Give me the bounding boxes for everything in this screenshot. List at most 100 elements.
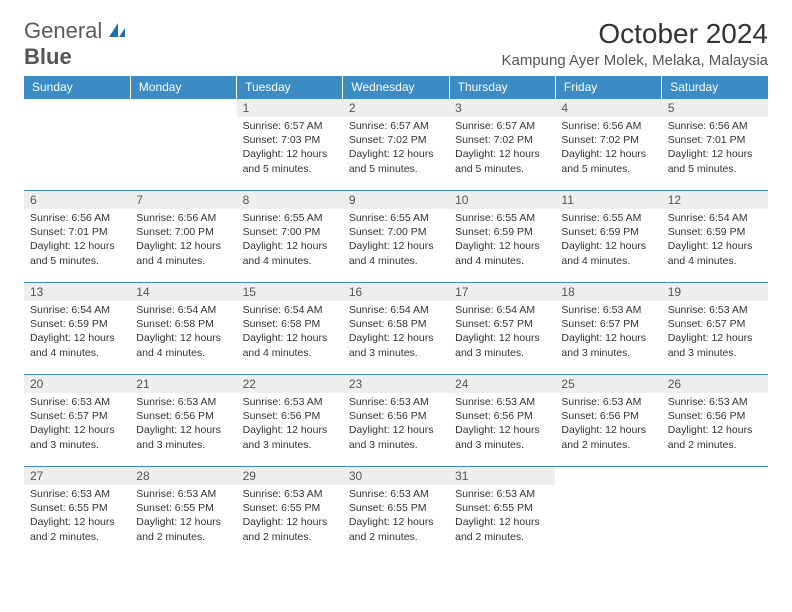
calendar-day-cell: 11Sunrise: 6:55 AMSunset: 6:59 PMDayligh… (555, 191, 661, 283)
day-details: Sunrise: 6:54 AMSunset: 6:58 PMDaylight:… (237, 301, 343, 364)
day-details: Sunrise: 6:56 AMSunset: 7:01 PMDaylight:… (24, 209, 130, 272)
calendar-day-cell: 2Sunrise: 6:57 AMSunset: 7:02 PMDaylight… (343, 99, 449, 191)
calendar-day-cell: .. (662, 467, 768, 559)
day-number: 21 (130, 375, 236, 393)
day-details: Sunrise: 6:53 AMSunset: 6:56 PMDaylight:… (237, 393, 343, 456)
day-details: Sunrise: 6:54 AMSunset: 6:57 PMDaylight:… (449, 301, 555, 364)
weekday-header: Friday (555, 76, 661, 99)
title-block: October 2024 Kampung Ayer Molek, Melaka,… (501, 18, 768, 69)
day-details: Sunrise: 6:54 AMSunset: 6:58 PMDaylight:… (130, 301, 236, 364)
calendar-day-cell: 15Sunrise: 6:54 AMSunset: 6:58 PMDayligh… (237, 283, 343, 375)
calendar-day-cell: 18Sunrise: 6:53 AMSunset: 6:57 PMDayligh… (555, 283, 661, 375)
day-details: Sunrise: 6:57 AMSunset: 7:02 PMDaylight:… (449, 117, 555, 180)
calendar-day-cell: 9Sunrise: 6:55 AMSunset: 7:00 PMDaylight… (343, 191, 449, 283)
day-number: 15 (237, 283, 343, 301)
calendar-day-cell: 17Sunrise: 6:54 AMSunset: 6:57 PMDayligh… (449, 283, 555, 375)
day-number: 18 (555, 283, 661, 301)
calendar-day-cell: 3Sunrise: 6:57 AMSunset: 7:02 PMDaylight… (449, 99, 555, 191)
day-details: Sunrise: 6:53 AMSunset: 6:56 PMDaylight:… (343, 393, 449, 456)
calendar-day-cell: 7Sunrise: 6:56 AMSunset: 7:00 PMDaylight… (130, 191, 236, 283)
header: General Blue October 2024 Kampung Ayer M… (24, 18, 768, 70)
day-details: Sunrise: 6:53 AMSunset: 6:55 PMDaylight:… (343, 485, 449, 548)
page-title: October 2024 (501, 18, 768, 50)
day-number: 6 (24, 191, 130, 209)
day-details: Sunrise: 6:57 AMSunset: 7:03 PMDaylight:… (237, 117, 343, 180)
day-details: Sunrise: 6:53 AMSunset: 6:55 PMDaylight:… (237, 485, 343, 548)
calendar-body: .... 1Sunrise: 6:57 AMSunset: 7:03 PMDayl… (24, 99, 768, 559)
calendar-day-cell: 5Sunrise: 6:56 AMSunset: 7:01 PMDaylight… (662, 99, 768, 191)
day-details: Sunrise: 6:53 AMSunset: 6:56 PMDaylight:… (449, 393, 555, 456)
day-number: 25 (555, 375, 661, 393)
weekday-header: Monday (130, 76, 236, 99)
calendar-day-cell: .. (555, 467, 661, 559)
day-number: 2 (343, 99, 449, 117)
day-number: 4 (555, 99, 661, 117)
day-details: Sunrise: 6:54 AMSunset: 6:59 PMDaylight:… (662, 209, 768, 272)
calendar-day-cell: 22Sunrise: 6:53 AMSunset: 6:56 PMDayligh… (237, 375, 343, 467)
day-number: 7 (130, 191, 236, 209)
day-details: Sunrise: 6:53 AMSunset: 6:55 PMDaylight:… (130, 485, 236, 548)
day-details: Sunrise: 6:53 AMSunset: 6:56 PMDaylight:… (555, 393, 661, 456)
calendar-day-cell: 6Sunrise: 6:56 AMSunset: 7:01 PMDaylight… (24, 191, 130, 283)
weekday-header: Saturday (662, 76, 768, 99)
day-number: 29 (237, 467, 343, 485)
day-number: 11 (555, 191, 661, 209)
day-number: 8 (237, 191, 343, 209)
calendar-day-cell: 8Sunrise: 6:55 AMSunset: 7:00 PMDaylight… (237, 191, 343, 283)
calendar-week-row: 20Sunrise: 6:53 AMSunset: 6:57 PMDayligh… (24, 375, 768, 467)
logo-text: General Blue (24, 18, 126, 70)
day-number: 26 (662, 375, 768, 393)
day-details: Sunrise: 6:57 AMSunset: 7:02 PMDaylight:… (343, 117, 449, 180)
day-details: Sunrise: 6:53 AMSunset: 6:55 PMDaylight:… (449, 485, 555, 548)
calendar-day-cell: 12Sunrise: 6:54 AMSunset: 6:59 PMDayligh… (662, 191, 768, 283)
calendar-day-cell: .. (24, 99, 130, 191)
day-number: 17 (449, 283, 555, 301)
day-number: 19 (662, 283, 768, 301)
logo-word2: Blue (24, 44, 72, 69)
weekday-header: Wednesday (343, 76, 449, 99)
calendar-day-cell: 26Sunrise: 6:53 AMSunset: 6:56 PMDayligh… (662, 375, 768, 467)
day-details: Sunrise: 6:54 AMSunset: 6:58 PMDaylight:… (343, 301, 449, 364)
day-number: 5 (662, 99, 768, 117)
day-number: 27 (24, 467, 130, 485)
day-number: 30 (343, 467, 449, 485)
location-text: Kampung Ayer Molek, Melaka, Malaysia (501, 52, 768, 69)
day-number: 31 (449, 467, 555, 485)
weekday-header: Sunday (24, 76, 130, 99)
day-details: Sunrise: 6:55 AMSunset: 7:00 PMDaylight:… (343, 209, 449, 272)
day-details: Sunrise: 6:53 AMSunset: 6:56 PMDaylight:… (662, 393, 768, 456)
calendar-day-cell: 13Sunrise: 6:54 AMSunset: 6:59 PMDayligh… (24, 283, 130, 375)
calendar-day-cell: 27Sunrise: 6:53 AMSunset: 6:55 PMDayligh… (24, 467, 130, 559)
day-number: 16 (343, 283, 449, 301)
calendar-table: SundayMondayTuesdayWednesdayThursdayFrid… (24, 76, 768, 559)
calendar-day-cell: 24Sunrise: 6:53 AMSunset: 6:56 PMDayligh… (449, 375, 555, 467)
weekday-header: Thursday (449, 76, 555, 99)
day-details: Sunrise: 6:54 AMSunset: 6:59 PMDaylight:… (24, 301, 130, 364)
calendar-head: SundayMondayTuesdayWednesdayThursdayFrid… (24, 76, 768, 99)
weekday-row: SundayMondayTuesdayWednesdayThursdayFrid… (24, 76, 768, 99)
calendar-day-cell: 28Sunrise: 6:53 AMSunset: 6:55 PMDayligh… (130, 467, 236, 559)
calendar-day-cell: 21Sunrise: 6:53 AMSunset: 6:56 PMDayligh… (130, 375, 236, 467)
day-details: Sunrise: 6:53 AMSunset: 6:57 PMDaylight:… (662, 301, 768, 364)
day-details: Sunrise: 6:53 AMSunset: 6:57 PMDaylight:… (555, 301, 661, 364)
calendar-day-cell: 31Sunrise: 6:53 AMSunset: 6:55 PMDayligh… (449, 467, 555, 559)
day-details: Sunrise: 6:55 AMSunset: 6:59 PMDaylight:… (555, 209, 661, 272)
day-number: 22 (237, 375, 343, 393)
calendar-day-cell: 20Sunrise: 6:53 AMSunset: 6:57 PMDayligh… (24, 375, 130, 467)
calendar-day-cell: 23Sunrise: 6:53 AMSunset: 6:56 PMDayligh… (343, 375, 449, 467)
day-number: 9 (343, 191, 449, 209)
logo-word1: General (24, 18, 102, 43)
day-number: 1 (237, 99, 343, 117)
calendar-day-cell: 25Sunrise: 6:53 AMSunset: 6:56 PMDayligh… (555, 375, 661, 467)
day-number: 12 (662, 191, 768, 209)
calendar-day-cell: 1Sunrise: 6:57 AMSunset: 7:03 PMDaylight… (237, 99, 343, 191)
calendar-day-cell: 10Sunrise: 6:55 AMSunset: 6:59 PMDayligh… (449, 191, 555, 283)
day-details: Sunrise: 6:55 AMSunset: 6:59 PMDaylight:… (449, 209, 555, 272)
calendar-week-row: 27Sunrise: 6:53 AMSunset: 6:55 PMDayligh… (24, 467, 768, 559)
logo-sail-icon (108, 18, 126, 44)
day-number: 14 (130, 283, 236, 301)
day-number: 28 (130, 467, 236, 485)
day-number: 20 (24, 375, 130, 393)
calendar-day-cell: 4Sunrise: 6:56 AMSunset: 7:02 PMDaylight… (555, 99, 661, 191)
day-number: 23 (343, 375, 449, 393)
